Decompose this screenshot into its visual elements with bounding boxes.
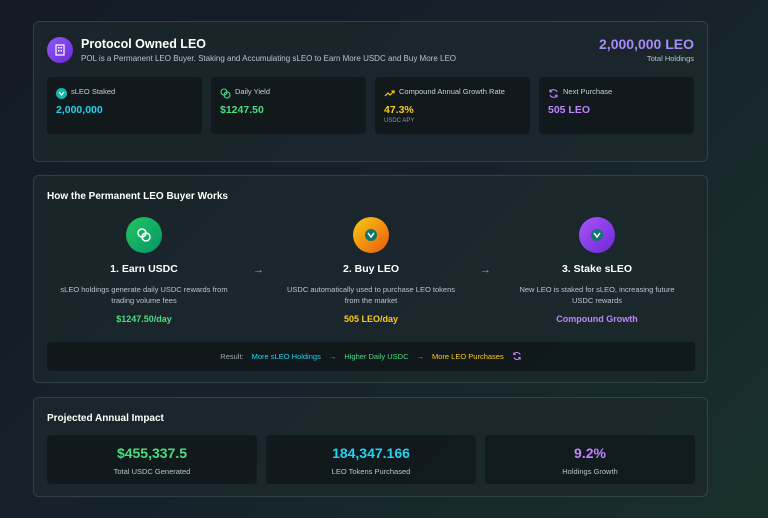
result-label: Result: [220,352,244,361]
refresh-icon [512,351,522,363]
step-title: 1. Earn USDC [110,263,178,275]
how-it-works-card: How the Permanent LEO Buyer Works 1. Ear… [33,175,708,383]
section-title: How the Permanent LEO Buyer Works [47,191,228,202]
step-value: 505 LEO/day [343,314,399,324]
result-bar: Result: More sLEO Holdings → Higher Dail… [47,342,695,371]
pol-overview-card: Protocol Owned LEO POL is a Permanent LE… [33,21,708,162]
refresh-icon [548,86,559,98]
impact-value: 9.2% [574,445,606,461]
stat-label: Daily Yield [235,87,271,96]
result-item-leo: More LEO Purchases [432,352,504,361]
step-buy-leo: 2. Buy LEO USDC automatically used to pu… [271,217,471,324]
step-value: Compound Growth [556,314,638,324]
impact-total-usdc: $455,337.5 Total USDC Generated [47,435,257,484]
impact-holdings-growth: 9.2% Holdings Growth [485,435,695,484]
total-holdings-label: Total Holdings [646,54,694,63]
impact-leo-purchased: 184,347.166 LEO Tokens Purchased [266,435,476,484]
step-description-line: from the market [344,296,398,305]
step-description: New LEO is staked for sLEO, increasing f… [497,284,697,306]
coins-icon [220,86,231,99]
arrow-right-icon: → [253,264,264,276]
impact-value: 184,347.166 [332,445,410,461]
trending-up-icon [384,86,395,97]
stat-value: 2,000,000 [56,104,103,116]
stat-value: 505 LEO [548,104,591,116]
leo-logo-icon [353,217,389,253]
impact-label: LEO Tokens Purchased [331,467,411,476]
coins-icon [126,217,162,253]
total-holdings-value: 2,000,000 LEO [599,36,694,52]
stat-note: USDC APY [384,118,415,124]
arrow-right-icon: → [328,352,337,361]
impact-label: Total USDC Generated [113,467,191,476]
step-title: 2. Buy LEO [342,263,399,275]
arrow-right-icon: → [416,352,425,361]
page-subtitle: POL is a Permanent LEO Buyer. Staking an… [81,54,456,63]
building-icon [47,37,73,63]
section-title: Projected Annual Impact [47,413,164,424]
step-title: 3. Stake sLEO [561,263,633,275]
sleo-logo-icon [579,217,615,253]
stat-label: sLEO Staked [71,87,116,96]
step-description-line: sLEO holdings generate daily USDC reward… [60,285,228,294]
sleo-logo-icon [56,86,67,99]
impact-value: $455,337.5 [116,445,188,461]
result-item-sleo: More sLEO Holdings [251,352,321,361]
stat-value: $1247.50 [220,104,264,116]
impact-label: Holdings Growth [562,467,618,476]
arrow-right-icon: → [480,264,491,276]
stat-label: Compound Annual Growth Rate [399,87,505,96]
stat-next-purchase: Next Purchase 505 LEO [539,77,694,134]
step-stake-sleo: 3. Stake sLEO New LEO is staked for sLEO… [497,217,697,324]
step-earn-usdc: 1. Earn USDC sLEO holdings generate dail… [44,217,244,324]
step-description-line: USDC rewards [571,296,622,305]
step-description-line: USDC automatically used to purchase LEO … [287,285,455,294]
stat-daily-yield: Daily Yield $1247.50 [211,77,366,134]
stat-value: 47.3% [384,104,414,116]
result-item-usdc: Higher Daily USDC [344,352,409,361]
step-description-line: trading volume fees [111,296,177,305]
step-description: USDC automatically used to purchase LEO … [271,284,471,306]
stat-sleo-staked: sLEO Staked 2,000,000 [47,77,202,134]
page-title: Protocol Owned LEO [81,37,207,51]
projected-impact-card: Projected Annual Impact $455,337.5 Total… [33,397,708,497]
stat-cagr: Compound Annual Growth Rate 47.3% USDC A… [375,77,530,134]
step-description-line: New LEO is staked for sLEO, increasing f… [519,285,675,294]
stat-label: Next Purchase [563,87,613,96]
step-value: $1247.50/day [116,314,172,324]
step-description: sLEO holdings generate daily USDC reward… [44,284,244,306]
